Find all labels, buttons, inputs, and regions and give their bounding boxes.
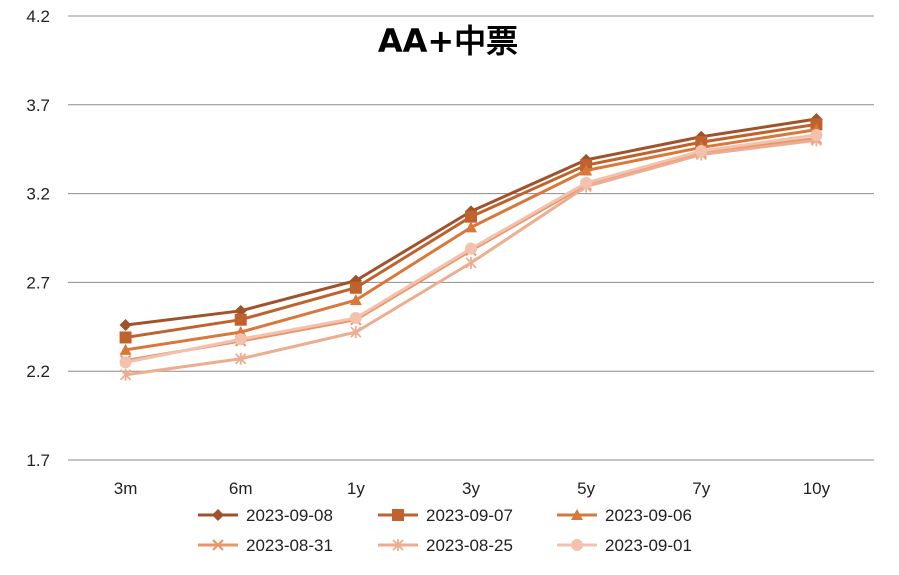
data-point — [465, 242, 477, 255]
gridlines — [68, 15, 874, 461]
y-axis-ticks: 1.7 2.2 2.7 3.2 3.7 4.2 — [26, 7, 50, 470]
y-tick-label: 3.2 — [26, 185, 50, 204]
y-tick-label: 4.2 — [26, 7, 50, 26]
series-lines — [119, 113, 823, 381]
legend-item: 2023-09-07 — [378, 506, 513, 525]
legend-label: 2023-09-01 — [605, 536, 692, 555]
data-point — [349, 294, 362, 306]
y-tick-label: 2.2 — [26, 362, 50, 381]
legend-label: 2023-09-06 — [605, 506, 692, 525]
x-tick-label: 10y — [803, 479, 831, 498]
data-point — [234, 333, 247, 346]
data-point — [119, 356, 132, 369]
series-line — [125, 128, 817, 352]
data-point — [465, 210, 477, 223]
legend-item: 2023-09-01 — [557, 536, 692, 555]
data-point — [119, 331, 132, 344]
legend-marker — [571, 509, 583, 520]
x-tick-label: 7y — [692, 479, 710, 498]
data-point — [119, 368, 132, 381]
data-point — [465, 256, 477, 269]
x-tick-label: 6m — [229, 479, 253, 498]
data-point — [465, 221, 477, 233]
legend-marker — [212, 509, 224, 521]
data-point — [580, 164, 593, 176]
series-2023-09-06 — [119, 123, 823, 355]
legend-label: 2023-08-31 — [246, 536, 333, 555]
legend-label: 2023-09-08 — [246, 506, 333, 525]
data-point — [349, 281, 362, 294]
legend-marker — [392, 539, 404, 551]
chart-title: AA+中票 — [378, 22, 518, 60]
x-tick-label: 3y — [462, 479, 480, 498]
data-point — [350, 326, 362, 339]
x-axis-ticks: 3m 6m 1y 3y 5y 7y 10y — [114, 479, 831, 498]
legend-item: 2023-08-31 — [198, 536, 333, 555]
legend-label: 2023-08-25 — [426, 536, 513, 555]
data-point — [235, 352, 247, 365]
y-tick-label: 2.7 — [26, 273, 50, 292]
legend: 2023-09-08 2023-09-07 2023-09-06 2023-08-31… — [198, 506, 692, 555]
legend-marker — [212, 539, 224, 551]
y-tick-label: 1.7 — [26, 451, 50, 470]
legend-item: 2023-09-08 — [198, 506, 333, 525]
x-tick-label: 3m — [114, 479, 138, 498]
data-point — [580, 176, 593, 189]
legend-item: 2023-09-06 — [557, 506, 692, 525]
data-point — [695, 144, 708, 157]
data-point — [234, 313, 247, 326]
x-tick-label: 5y — [577, 479, 595, 498]
x-tick-label: 1y — [347, 479, 365, 498]
legend-marker — [571, 539, 583, 551]
series-2023-09-01 — [119, 128, 823, 369]
data-point — [810, 128, 823, 141]
legend-marker — [392, 509, 404, 521]
data-point — [349, 311, 362, 324]
y-tick-label: 3.7 — [26, 96, 50, 115]
legend-label: 2023-09-07 — [426, 506, 513, 525]
data-point — [119, 343, 132, 355]
legend-item: 2023-08-25 — [378, 536, 513, 555]
data-point — [119, 319, 132, 332]
